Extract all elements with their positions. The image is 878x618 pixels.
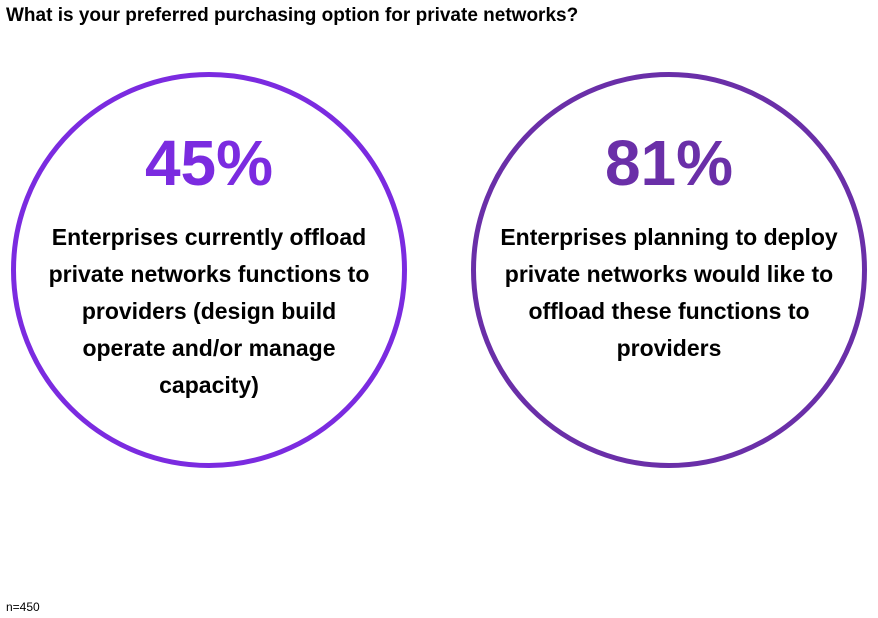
stat-description-line: private networks functions to — [48, 261, 370, 287]
stat-description-line: Enterprises currently offload — [51, 224, 367, 250]
stat-description-line: offload these functions to — [528, 298, 810, 324]
stat-description-line: capacity) — [159, 372, 259, 398]
stat-value-left: 45% — [144, 127, 274, 199]
stat-description-line: Enterprises planning to deploy — [500, 224, 838, 250]
stat-circle-right: 81% Enterprises planning to deploy priva… — [471, 72, 867, 468]
stat-description-line: providers — [616, 335, 722, 361]
chart-title: What is your preferred purchasing option… — [6, 5, 579, 26]
stat-circle-left: 45% Enterprises currently offload privat… — [11, 72, 407, 468]
stat-description-line: operate and/or manage — [82, 335, 336, 361]
sample-size-footnote: n=450 — [6, 600, 40, 614]
stat-description-line: private networks would like to — [504, 261, 834, 287]
stat-value-right: 81% — [604, 127, 734, 199]
stat-description-right: Enterprises planning to deploy private n… — [496, 219, 842, 367]
stat-description-left: Enterprises currently offload private ne… — [36, 219, 382, 404]
stat-description-line: providers (design build — [81, 298, 337, 324]
